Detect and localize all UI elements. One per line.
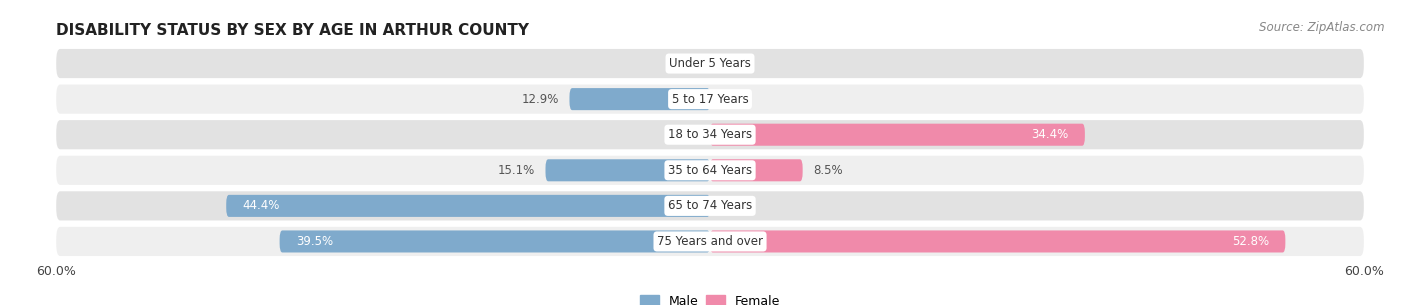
FancyBboxPatch shape (56, 191, 1364, 221)
Text: DISABILITY STATUS BY SEX BY AGE IN ARTHUR COUNTY: DISABILITY STATUS BY SEX BY AGE IN ARTHU… (56, 23, 529, 38)
FancyBboxPatch shape (56, 84, 1364, 114)
Legend: Male, Female: Male, Female (636, 290, 785, 305)
Text: 0.0%: 0.0% (721, 57, 751, 70)
Bar (707, 128, 710, 141)
FancyBboxPatch shape (710, 159, 803, 181)
FancyBboxPatch shape (710, 231, 1285, 253)
Text: 0.0%: 0.0% (669, 128, 699, 141)
Text: 15.1%: 15.1% (498, 164, 534, 177)
Text: 75 Years and over: 75 Years and over (657, 235, 763, 248)
FancyBboxPatch shape (56, 49, 1364, 78)
FancyBboxPatch shape (56, 156, 1364, 185)
Text: Source: ZipAtlas.com: Source: ZipAtlas.com (1260, 21, 1385, 34)
Bar (710, 92, 713, 106)
Text: 39.5%: 39.5% (295, 235, 333, 248)
Text: 8.5%: 8.5% (814, 164, 844, 177)
FancyBboxPatch shape (569, 88, 710, 110)
FancyBboxPatch shape (546, 159, 710, 181)
FancyBboxPatch shape (56, 227, 1364, 256)
Text: 34.4%: 34.4% (1031, 128, 1069, 141)
Text: 5 to 17 Years: 5 to 17 Years (672, 93, 748, 106)
Text: 65 to 74 Years: 65 to 74 Years (668, 199, 752, 212)
Text: 44.4%: 44.4% (243, 199, 280, 212)
Text: Under 5 Years: Under 5 Years (669, 57, 751, 70)
FancyBboxPatch shape (280, 231, 710, 253)
Text: 0.0%: 0.0% (721, 199, 751, 212)
Text: 0.0%: 0.0% (669, 57, 699, 70)
FancyBboxPatch shape (710, 124, 1085, 146)
Text: 35 to 64 Years: 35 to 64 Years (668, 164, 752, 177)
Text: 52.8%: 52.8% (1232, 235, 1270, 248)
Bar (710, 199, 713, 213)
Text: 12.9%: 12.9% (522, 93, 558, 106)
Text: 0.0%: 0.0% (721, 93, 751, 106)
Bar (710, 57, 713, 70)
Text: 18 to 34 Years: 18 to 34 Years (668, 128, 752, 141)
FancyBboxPatch shape (226, 195, 710, 217)
FancyBboxPatch shape (56, 120, 1364, 149)
Bar (707, 57, 710, 70)
